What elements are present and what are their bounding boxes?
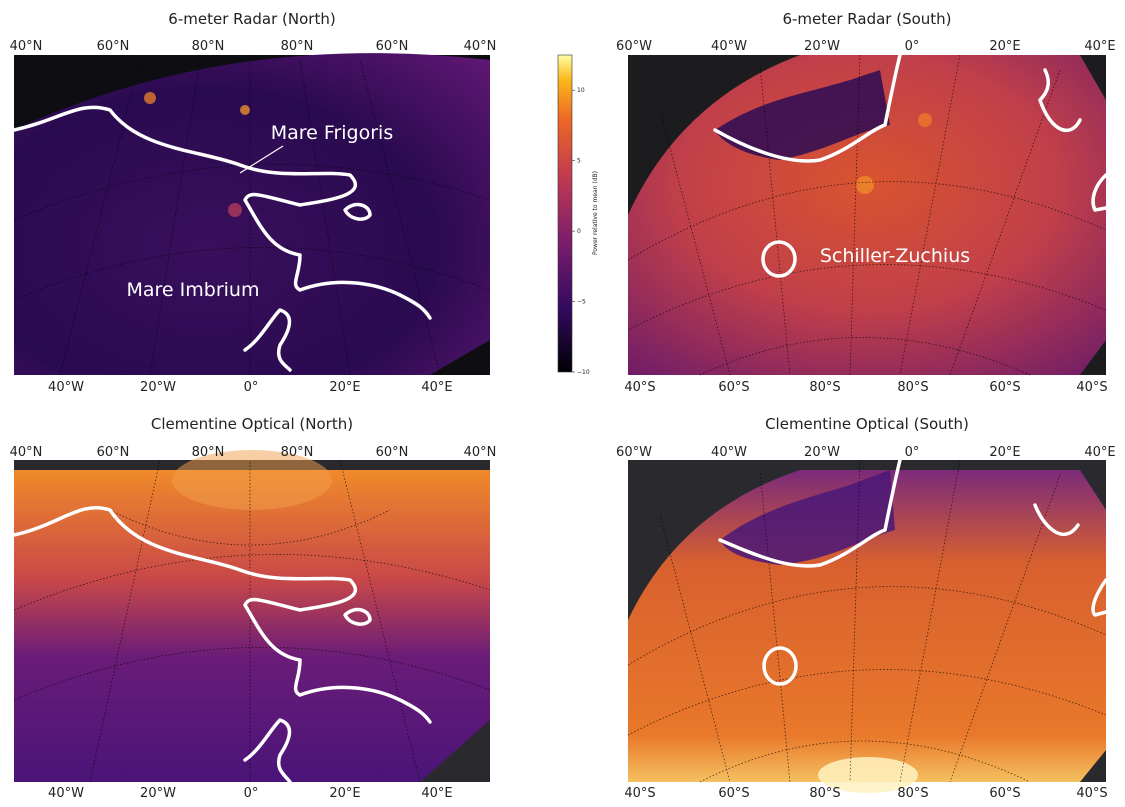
panel-title: Clementine Optical (North) xyxy=(151,415,353,433)
top-axis-label: 60°N xyxy=(97,39,130,54)
map-radar-south xyxy=(628,55,1106,375)
bottom-axis-label: 40°S xyxy=(624,786,655,801)
panel-title: 6-meter Radar (North) xyxy=(168,10,335,28)
map-radar-north xyxy=(14,53,490,375)
map-optical-south xyxy=(628,460,1106,793)
map-annotation: Schiller-Zuchius xyxy=(820,245,970,267)
bottom-axis-label: 40°E xyxy=(421,380,452,395)
colorbar-tick-label: 0 xyxy=(577,228,581,235)
top-axis-label: 80°N xyxy=(192,445,225,460)
panel-title: Clementine Optical (South) xyxy=(765,415,969,433)
bottom-axis-label: 40°W xyxy=(48,380,84,395)
top-axis-label: 40°N xyxy=(464,39,497,54)
bottom-axis-label: 60°S xyxy=(989,786,1020,801)
bottom-axis-label: 40°S xyxy=(624,380,655,395)
colorbar-tick-label: 5 xyxy=(577,158,581,165)
map-optical-north xyxy=(14,450,490,782)
colorbar-tick-label: −5 xyxy=(577,299,586,306)
top-axis-label: 20°E xyxy=(989,39,1020,54)
bottom-axis-label: 60°S xyxy=(989,380,1020,395)
bottom-axis-label: 20°W xyxy=(140,380,176,395)
top-axis-label: 60°W xyxy=(616,39,652,54)
top-axis-label: 20°W xyxy=(804,39,840,54)
top-axis-label: 0° xyxy=(905,445,920,460)
top-axis-label: 80°N xyxy=(281,39,314,54)
map-annotation: Mare Frigoris xyxy=(271,122,393,144)
top-axis-label: 20°W xyxy=(804,445,840,460)
top-axis-label: 60°N xyxy=(376,445,409,460)
top-axis-label: 20°E xyxy=(989,445,1020,460)
top-axis-label: 40°W xyxy=(711,445,747,460)
top-axis-label: 40°W xyxy=(711,39,747,54)
bottom-axis-label: 20°E xyxy=(329,786,360,801)
colorbar xyxy=(558,55,572,372)
top-axis-label: 40°N xyxy=(10,39,43,54)
top-axis-label: 60°N xyxy=(97,445,130,460)
map-annotation: Mare Imbrium xyxy=(127,279,260,301)
bottom-axis-label: 80°S xyxy=(809,786,840,801)
bottom-axis-label: 40°S xyxy=(1076,380,1107,395)
bottom-axis-label: 80°S xyxy=(897,380,928,395)
top-axis-label: 40°N xyxy=(10,445,43,460)
bottom-axis-label: 40°W xyxy=(48,786,84,801)
bottom-axis-label: 80°S xyxy=(897,786,928,801)
colorbar-tick-label: 10 xyxy=(577,87,585,94)
bottom-axis-label: 0° xyxy=(244,380,259,395)
top-axis-label: 40°N xyxy=(464,445,497,460)
top-axis-label: 0° xyxy=(905,39,920,54)
figure: Power relative to mean (dB) 10 5 0 −5 −10 6-m… xyxy=(0,0,1125,803)
panel-title: 6-meter Radar (South) xyxy=(782,10,951,28)
top-axis-label: 60°W xyxy=(616,445,652,460)
top-axis-label: 80°N xyxy=(192,39,225,54)
bottom-axis-label: 40°E xyxy=(421,786,452,801)
bottom-axis-label: 20°E xyxy=(329,380,360,395)
top-axis-label: 40°E xyxy=(1084,39,1115,54)
bottom-axis-label: 40°S xyxy=(1076,786,1107,801)
bottom-axis-label: 20°W xyxy=(140,786,176,801)
top-axis-label: 60°N xyxy=(376,39,409,54)
bottom-axis-label: 0° xyxy=(244,786,259,801)
colorbar-label: Power relative to mean (dB) xyxy=(592,171,599,255)
bottom-axis-label: 60°S xyxy=(718,380,749,395)
bottom-axis-label: 60°S xyxy=(718,786,749,801)
top-axis-label: 80°N xyxy=(281,445,314,460)
top-axis-label: 40°E xyxy=(1084,445,1115,460)
bottom-axis-label: 80°S xyxy=(809,380,840,395)
colorbar-tick-label: −10 xyxy=(577,369,590,376)
